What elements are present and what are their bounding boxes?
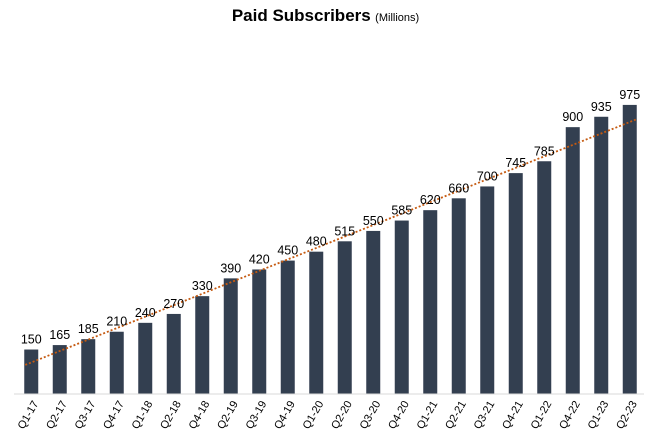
value-label-Q4-20: 585 xyxy=(391,204,412,218)
value-label-Q1-20: 480 xyxy=(306,235,327,249)
trendline xyxy=(24,118,637,366)
chart-title: Paid Subscribers (Millions) xyxy=(0,6,651,26)
x-tick-Q1-18: Q1-18 xyxy=(130,399,156,431)
value-label-Q2-23: 975 xyxy=(619,88,640,102)
x-tick-Q4-20: Q4-20 xyxy=(386,399,412,431)
value-label-Q2-18: 270 xyxy=(163,297,184,311)
value-label-Q4-17: 210 xyxy=(106,315,127,329)
x-tick-Q1-17: Q1-17 xyxy=(16,399,42,431)
value-label-Q4-22: 900 xyxy=(562,110,583,124)
x-tick-Q3-17: Q3-17 xyxy=(73,399,99,431)
bar-Q1-22 xyxy=(537,161,552,394)
value-label-Q2-19: 390 xyxy=(220,261,241,275)
bar-Q1-23 xyxy=(594,116,609,395)
x-tick-Q1-21: Q1-21 xyxy=(415,399,441,431)
value-label-Q1-18: 240 xyxy=(135,306,156,320)
bar-Q1-17 xyxy=(24,349,39,394)
x-tick-Q2-20: Q2-20 xyxy=(329,399,355,431)
x-tick-Q2-21: Q2-21 xyxy=(443,399,469,431)
value-label-Q3-17: 185 xyxy=(78,322,99,336)
bar-Q2-17 xyxy=(52,345,67,394)
x-tick-Q2-23: Q2-23 xyxy=(614,399,640,431)
value-label-Q2-17: 165 xyxy=(49,328,70,342)
value-label-Q4-21: 745 xyxy=(505,156,526,170)
chart-title-text: Paid Subscribers xyxy=(231,6,371,25)
x-tick-Q4-22: Q4-22 xyxy=(557,399,583,431)
bar-Q1-21 xyxy=(423,210,438,394)
x-tick-Q4-17: Q4-17 xyxy=(101,399,127,431)
x-tick-Q1-23: Q1-23 xyxy=(586,399,612,431)
x-tick-Q2-17: Q2-17 xyxy=(44,399,70,431)
value-label-Q1-17: 150 xyxy=(21,333,42,347)
value-label-Q2-21: 660 xyxy=(448,181,469,195)
value-label-Q3-21: 700 xyxy=(477,169,498,183)
x-tick-Q1-20: Q1-20 xyxy=(301,399,327,431)
bar-Q2-19 xyxy=(223,278,238,394)
value-label-Q3-19: 420 xyxy=(249,252,270,266)
bar-Q4-17 xyxy=(109,331,124,395)
bar-Q4-21 xyxy=(508,173,523,394)
bar-Q4-20 xyxy=(394,220,409,394)
x-tick-Q1-22: Q1-22 xyxy=(529,399,555,431)
bar-Q4-18 xyxy=(195,296,210,394)
bars-group xyxy=(24,104,637,395)
bar-Q3-19 xyxy=(252,269,267,394)
value-label-Q1-23: 935 xyxy=(591,100,612,114)
value-label-Q3-20: 550 xyxy=(363,214,384,228)
bar-Q4-22 xyxy=(565,127,580,395)
chart-subtitle: (Millions) xyxy=(375,12,420,24)
x-tick-Q2-18: Q2-18 xyxy=(158,399,184,431)
bar-Q2-20 xyxy=(337,241,352,394)
x-tick-Q3-19: Q3-19 xyxy=(244,399,270,431)
value-label-Q1-22: 785 xyxy=(534,144,555,158)
x-tick-Q3-21: Q3-21 xyxy=(472,399,498,431)
bar-Q1-18 xyxy=(138,322,153,394)
bar-Q3-21 xyxy=(480,186,495,394)
bar-Q4-19 xyxy=(280,260,295,394)
bar-Q3-17 xyxy=(81,339,96,394)
bar-Q2-23 xyxy=(622,104,637,394)
bar-Q2-21 xyxy=(451,198,466,394)
bar-Q2-18 xyxy=(166,313,181,394)
x-tick-Q4-18: Q4-18 xyxy=(187,399,213,431)
value-label-Q2-20: 515 xyxy=(334,224,355,238)
x-tick-Q4-19: Q4-19 xyxy=(272,399,298,431)
bar-Q3-20 xyxy=(366,230,381,394)
value-label-Q1-21: 620 xyxy=(420,193,441,207)
value-labels-group: 150 165 185 210 240 270 330 390 420 450 480 515 550 5… xyxy=(21,88,640,347)
x-tick-labels-group: Q1-17 Q2-17 Q3-17 Q4-17 Q1-18 Q2-18 Q4-18 Q2-19… xyxy=(16,399,640,431)
value-label-Q4-18: 330 xyxy=(192,279,213,293)
x-tick-Q3-20: Q3-20 xyxy=(358,399,384,431)
x-tick-Q2-19: Q2-19 xyxy=(215,399,241,431)
bar-Q1-20 xyxy=(309,251,324,394)
x-tick-Q4-21: Q4-21 xyxy=(500,399,526,431)
value-label-Q4-19: 450 xyxy=(277,244,298,258)
trendline-group xyxy=(24,118,637,366)
